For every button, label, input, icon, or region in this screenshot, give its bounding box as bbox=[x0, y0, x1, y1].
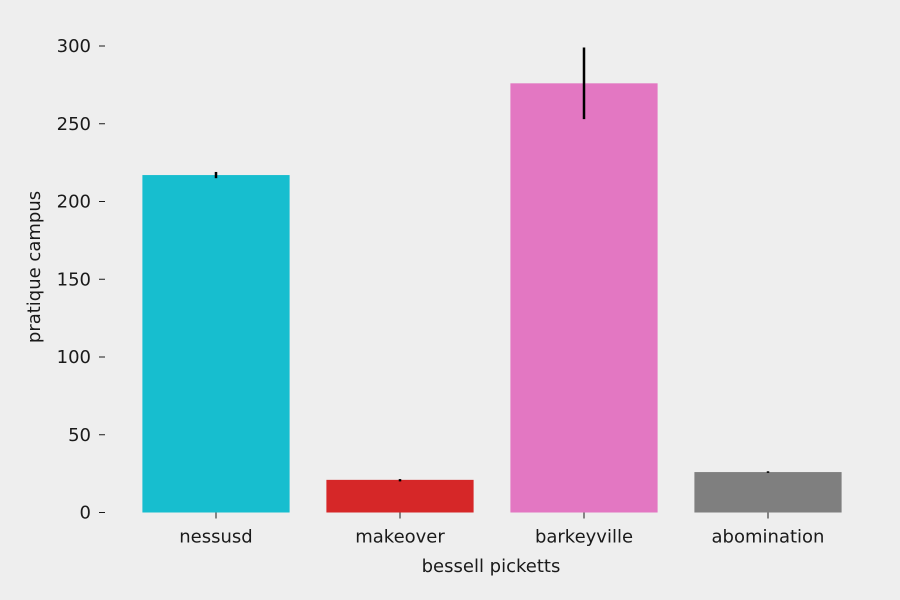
bar-nessusd bbox=[142, 175, 290, 513]
y-axis-label: pratique campus bbox=[24, 191, 45, 343]
y-tick-label: 300 bbox=[57, 36, 91, 57]
y-tick-label: 100 bbox=[57, 347, 91, 368]
y-tick-label: 50 bbox=[68, 425, 91, 446]
y-tick-label: 0 bbox=[80, 503, 91, 524]
x-tick-label: nessusd bbox=[179, 527, 252, 548]
y-axis: 0 50 100 150 200 250 300 bbox=[57, 36, 105, 524]
x-axis-label: bessell picketts bbox=[422, 556, 561, 577]
y-tick-label: 200 bbox=[57, 192, 91, 213]
bar-abomination bbox=[694, 472, 842, 513]
x-tick-label: makeover bbox=[355, 527, 445, 548]
y-tick-label: 250 bbox=[57, 114, 91, 135]
bars-group bbox=[142, 83, 842, 513]
error-bars-group bbox=[214, 47, 770, 482]
x-tick-label: barkeyville bbox=[535, 527, 633, 548]
bar-makeover bbox=[326, 479, 474, 513]
x-tick-label: abomination bbox=[712, 527, 825, 548]
y-tick-label: 150 bbox=[57, 269, 91, 290]
bar-barkeyville bbox=[510, 83, 658, 513]
x-axis: nessusd makeover barkeyville abomination bbox=[179, 512, 825, 548]
